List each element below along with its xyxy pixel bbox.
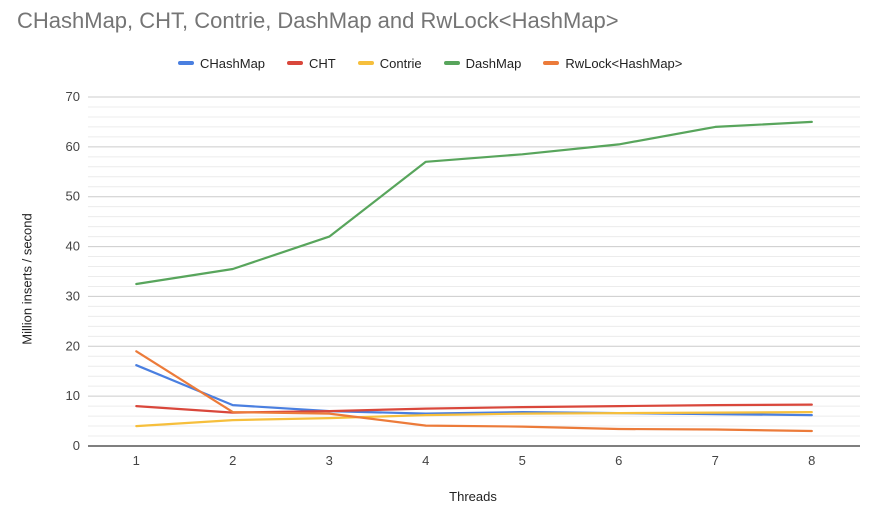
chart-title: CHashMap, CHT, Contrie, DashMap and RwLo… — [17, 8, 619, 33]
y-tick-label: 40 — [66, 239, 80, 254]
legend-item-chashmap: CHashMap — [178, 56, 265, 71]
x-tick-label: 7 — [712, 453, 719, 468]
legend-item-contrie: Contrie — [357, 55, 422, 71]
y-tick-label: 60 — [66, 139, 80, 154]
legend-swatch-chashmap — [178, 61, 194, 65]
legend-swatch-cht — [287, 61, 304, 65]
y-tick-label: 10 — [66, 388, 80, 403]
legend-item-cht: CHT — [287, 56, 336, 71]
series-line-rwlock-hashmap — [135, 350, 813, 433]
x-tick-label: 6 — [615, 453, 622, 468]
legend-item-rwlock: RwLock<HashMap> — [543, 56, 682, 71]
legend-label-dashmap: DashMap — [465, 55, 522, 71]
legend-swatch-contrie — [357, 61, 374, 65]
series-line-dashmap — [135, 120, 813, 286]
legend-label-chashmap: CHashMap — [200, 55, 266, 71]
y-tick-label: 20 — [66, 338, 80, 353]
legend-swatch-rwlock — [543, 61, 560, 65]
legend-label-contrie: Contrie — [379, 55, 422, 71]
legend-swatch-dashmap — [443, 61, 460, 65]
x-tick-label: 2 — [229, 453, 236, 468]
legend-item-dashmap: DashMap — [443, 55, 522, 71]
legend-label-rwlock: RwLock<HashMap> — [565, 55, 683, 71]
y-tick-label: 70 — [66, 89, 80, 104]
x-tick-label: 1 — [133, 453, 140, 468]
series-line-contrie — [135, 411, 813, 428]
legend-label-cht: CHT — [309, 55, 336, 71]
x-tick-label: 4 — [422, 453, 429, 468]
x-tick-label: 8 — [808, 453, 815, 468]
y-tick-label: 0 — [73, 438, 80, 453]
legend: CHashMap CHT Contrie DashMap RwLock<Hash… — [178, 53, 682, 73]
y-tick-label: 30 — [66, 288, 80, 303]
x-axis-label: Threads — [449, 489, 497, 504]
series-line-chashmap — [135, 364, 813, 417]
x-tick-label: 5 — [519, 453, 526, 468]
y-tick-label: 50 — [66, 189, 80, 204]
x-tick-label: 3 — [326, 453, 333, 468]
